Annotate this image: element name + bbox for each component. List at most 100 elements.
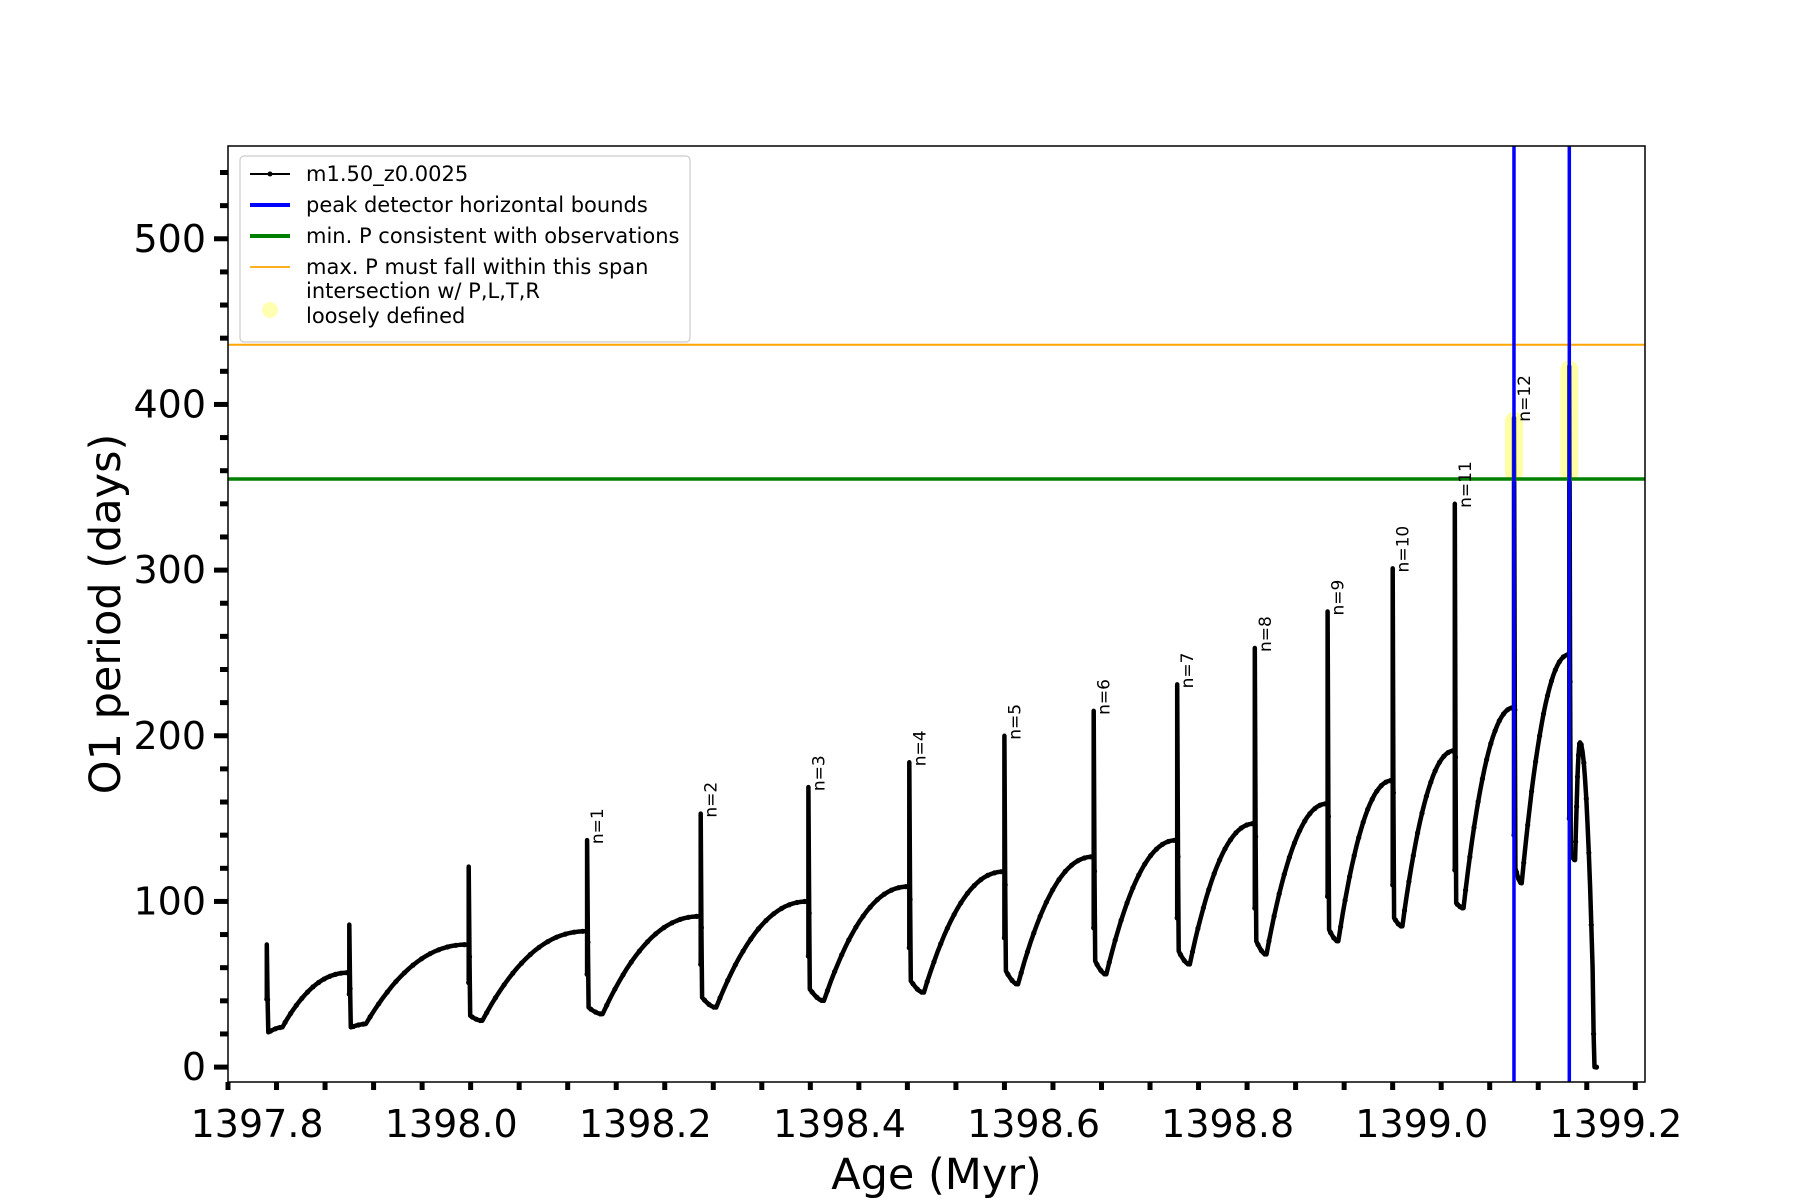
- data-point: [1024, 949, 1031, 955]
- data-point: [1419, 810, 1425, 816]
- data-point: [906, 945, 912, 951]
- data-point: [1529, 788, 1535, 794]
- data-point: [1271, 913, 1277, 919]
- data-point: [268, 1028, 274, 1034]
- data-point: [1322, 801, 1328, 807]
- data-point: [978, 877, 984, 883]
- x-tick-label: 1398.6: [967, 1102, 1100, 1146]
- legend-label-line: loosely defined: [306, 304, 465, 328]
- data-point: [1101, 971, 1108, 977]
- data-point: [701, 997, 708, 1003]
- legend-swatch-dot: [262, 302, 278, 318]
- data-point: [771, 911, 777, 917]
- data-point: [545, 939, 551, 945]
- data-point: [620, 972, 626, 978]
- data-point: [288, 1010, 294, 1017]
- data-point: [1175, 854, 1181, 860]
- y-tick-label: 500: [133, 217, 206, 261]
- data-point: [1088, 854, 1094, 860]
- y-tick-label: 100: [133, 879, 206, 923]
- data-point: [924, 979, 930, 985]
- data-point: [1488, 741, 1494, 747]
- data-point: [839, 952, 845, 958]
- data-point: [1136, 872, 1142, 878]
- plot-frame: [227, 145, 1646, 1083]
- x-tick-label: 1399.2: [1549, 1102, 1682, 1146]
- data-point: [1450, 748, 1456, 754]
- plot-area: n=1 n=2 n=3 n=4 n=5 n=6 n=7 n=8 n=9 n=10 n=11 n=12 1…: [81, 145, 1682, 1200]
- data-point: [1578, 742, 1584, 748]
- data-point: [805, 953, 812, 959]
- data-point: [1130, 885, 1136, 891]
- data-point: [1525, 822, 1531, 828]
- data-point: [1091, 868, 1098, 874]
- data-point: [588, 1006, 594, 1012]
- data-point: [265, 997, 271, 1003]
- data-point: [1238, 825, 1244, 831]
- data-point: [492, 995, 498, 1001]
- data-point: [1325, 893, 1331, 900]
- data-point: [346, 991, 352, 997]
- data-point: [1297, 828, 1303, 834]
- data-point: [1365, 806, 1371, 813]
- data-point: [1342, 897, 1348, 903]
- data-point: [1217, 857, 1223, 863]
- data-point: [1153, 846, 1160, 852]
- peak-label: n=7: [1178, 653, 1198, 689]
- data-point: [553, 934, 560, 940]
- data-point: [806, 910, 812, 916]
- legend-label: max. P must fall within this span: [306, 255, 648, 279]
- data-point: [1233, 830, 1239, 836]
- x-tick-label: 1398.2: [579, 1102, 712, 1146]
- data-point: [1249, 821, 1255, 827]
- data-point: [853, 924, 859, 930]
- peak-label: n=12: [1515, 375, 1535, 422]
- data-point: [931, 959, 937, 965]
- data-point: [1001, 935, 1008, 941]
- data-point: [1317, 802, 1323, 808]
- peak-label: n=2: [702, 782, 722, 818]
- data-point: [1222, 846, 1228, 852]
- legend-swatch-marker: [267, 171, 273, 177]
- data-point: [1328, 930, 1334, 936]
- data-point: [299, 995, 305, 1001]
- data-point: [347, 986, 353, 992]
- data-point: [1390, 882, 1396, 888]
- data-point: [1200, 905, 1206, 911]
- data-point: [846, 937, 852, 943]
- data-point: [706, 1001, 712, 1008]
- data-point: [867, 904, 873, 910]
- peak-label: n=1: [588, 808, 608, 844]
- data-point: [814, 994, 820, 1001]
- data-point: [1573, 839, 1579, 845]
- data-point: [794, 899, 800, 906]
- data-point: [998, 869, 1004, 875]
- data-point: [562, 931, 568, 937]
- data-point: [1258, 948, 1264, 954]
- data-point: [1189, 949, 1196, 955]
- data-point: [1262, 951, 1268, 957]
- data-point: [469, 1014, 475, 1020]
- data-point: [376, 1001, 382, 1007]
- data-point: [571, 929, 577, 935]
- x-tick-label: 1398.8: [1161, 1102, 1294, 1146]
- data-point: [661, 925, 667, 931]
- data-point: [951, 912, 957, 918]
- data-point: [1378, 783, 1384, 789]
- data-point: [653, 931, 659, 937]
- data-point: [888, 887, 895, 893]
- data-point: [1459, 905, 1465, 911]
- data-point: [453, 942, 459, 948]
- data-point: [418, 956, 425, 962]
- x-tick-label: 1398.0: [385, 1102, 518, 1146]
- data-point: [350, 1023, 356, 1030]
- data-point: [1075, 858, 1081, 864]
- data-point: [593, 1009, 599, 1015]
- data-point: [1552, 667, 1558, 673]
- data-point: [964, 890, 971, 896]
- y-tick-label: 0: [182, 1045, 206, 1089]
- data-point: [1005, 971, 1011, 978]
- data-point: [1307, 811, 1313, 817]
- data-point: [510, 970, 516, 976]
